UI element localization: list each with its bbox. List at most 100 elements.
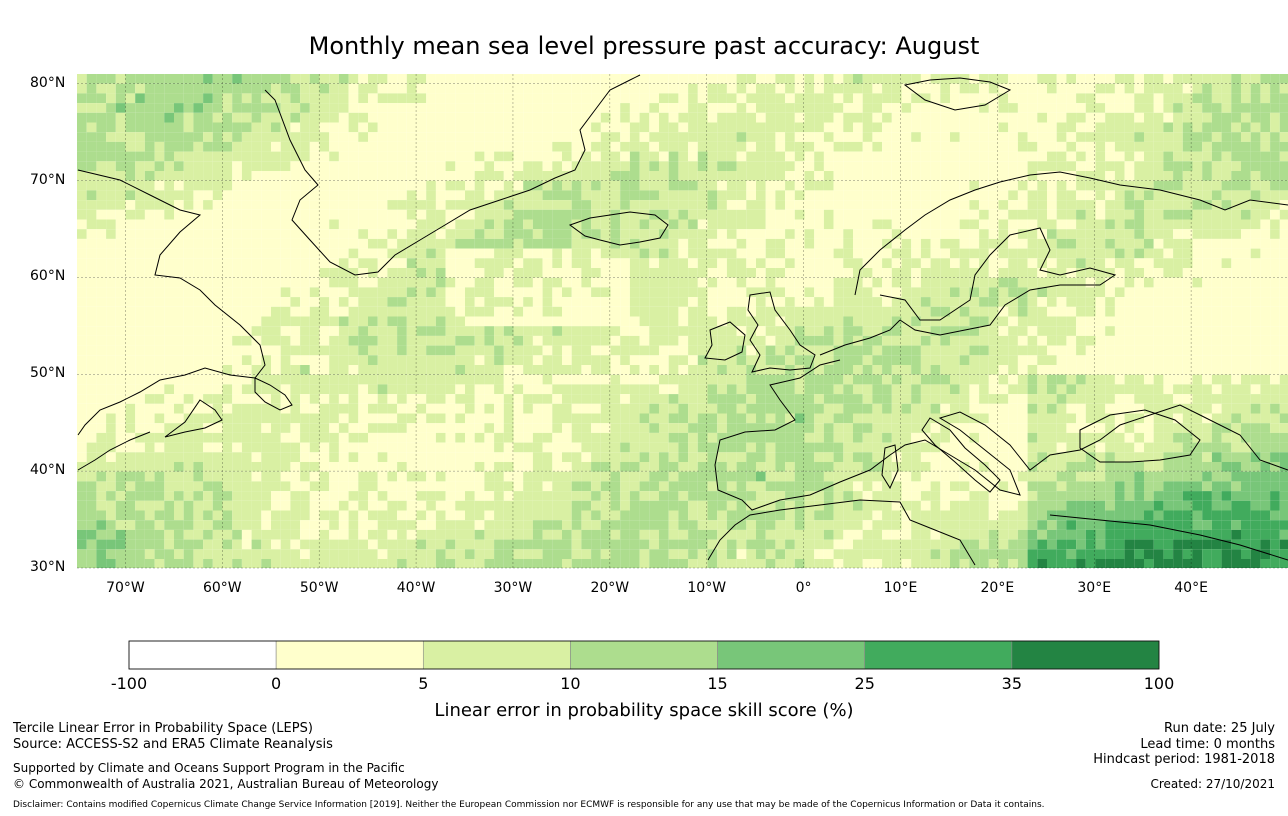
skill-cell [1037, 180, 1047, 191]
skill-cell [465, 190, 475, 201]
skill-cell [862, 365, 873, 375]
skill-cell [445, 238, 456, 249]
skill-cell [494, 171, 504, 181]
skill-cell [319, 297, 330, 307]
skill-cell [542, 103, 553, 113]
skill-cell [329, 209, 339, 220]
skill-cell [77, 287, 87, 298]
skill-cell [474, 394, 485, 404]
skill-cell [571, 180, 582, 191]
skill-cell [998, 326, 1009, 336]
skill-cell [1114, 258, 1125, 268]
skill-cell [1095, 432, 1106, 443]
skill-cell [416, 238, 427, 249]
skill-cell [232, 335, 242, 346]
skill-cell [581, 326, 592, 336]
skill-cell [1173, 394, 1183, 404]
skill-cell [1037, 297, 1047, 307]
skill-cell [988, 355, 999, 365]
skill-cell [920, 277, 931, 288]
skill-cell [183, 122, 194, 133]
skill-cell [891, 287, 902, 298]
skill-cell [988, 374, 999, 385]
skill-cell [1182, 268, 1193, 278]
skill-cell [562, 423, 572, 433]
skill-cell [212, 229, 223, 239]
skill-cell [115, 326, 126, 336]
skill-cell [901, 413, 912, 424]
skill-cell [998, 132, 1009, 142]
skill-cell [940, 287, 950, 298]
skill-cell [600, 200, 611, 210]
skill-cell [377, 335, 388, 346]
skill-cell [901, 190, 912, 201]
skill-cell [96, 258, 107, 268]
skill-cell [532, 258, 543, 268]
skill-cell [552, 413, 562, 424]
skill-cell [377, 122, 388, 133]
skill-cell [1144, 180, 1154, 191]
skill-cell [1008, 287, 1018, 298]
skill-cell [465, 238, 475, 249]
skill-cell [387, 423, 398, 433]
skill-cell [1105, 297, 1115, 307]
skill-cell [455, 297, 465, 307]
skill-cell [1124, 190, 1135, 201]
skill-cell [426, 345, 436, 356]
skill-cell [377, 141, 388, 152]
skill-cell [523, 161, 533, 171]
skill-cell [1163, 122, 1174, 133]
skill-cell [920, 403, 931, 414]
skill-cell [1095, 345, 1106, 356]
skill-cell [775, 103, 786, 113]
skill-cell [756, 413, 766, 424]
skill-cell [1076, 238, 1086, 249]
skill-cell [804, 141, 815, 152]
skill-cell [232, 258, 242, 268]
skill-cell [765, 394, 776, 404]
skill-cell [1056, 171, 1067, 181]
skill-cell [241, 151, 252, 162]
skill-cell [513, 403, 524, 414]
skill-cell [1144, 238, 1154, 249]
skill-cell [416, 258, 427, 268]
skill-cell [251, 112, 262, 123]
skill-cell [96, 83, 107, 94]
skill-cell [872, 345, 883, 356]
skill-cell [1017, 219, 1028, 230]
skill-cell [1173, 141, 1183, 152]
skill-cell [358, 122, 368, 133]
skill-cell [1144, 335, 1154, 346]
skill-cell [581, 316, 592, 327]
skill-cell [348, 403, 359, 414]
skill-cell [368, 83, 378, 94]
skill-cell [154, 326, 165, 336]
skill-cell [959, 413, 970, 424]
skill-cell [416, 432, 427, 443]
skill-cell [1231, 326, 1241, 336]
skill-cell [474, 141, 485, 152]
skill-cell [581, 74, 592, 84]
skill-cell [1270, 306, 1280, 317]
skill-cell [348, 297, 359, 307]
skill-cell [494, 403, 504, 414]
skill-cell [853, 403, 863, 414]
skill-cell [406, 442, 417, 453]
skill-cell [251, 141, 262, 152]
skill-cell [241, 374, 252, 385]
skill-cell [911, 355, 921, 365]
skill-cell [1105, 161, 1115, 171]
skill-cell [678, 190, 689, 201]
skill-cell [746, 374, 756, 385]
skill-cell [872, 132, 883, 142]
skill-cell [513, 103, 524, 113]
skill-cell [746, 209, 756, 220]
skill-cell [969, 277, 980, 288]
skill-cell [426, 374, 436, 385]
skill-cell [241, 365, 252, 375]
skill-cell [639, 432, 650, 443]
skill-cell [1076, 190, 1086, 201]
skill-cell [911, 209, 921, 220]
skill-cell [1153, 335, 1164, 346]
skill-cell [154, 432, 165, 443]
